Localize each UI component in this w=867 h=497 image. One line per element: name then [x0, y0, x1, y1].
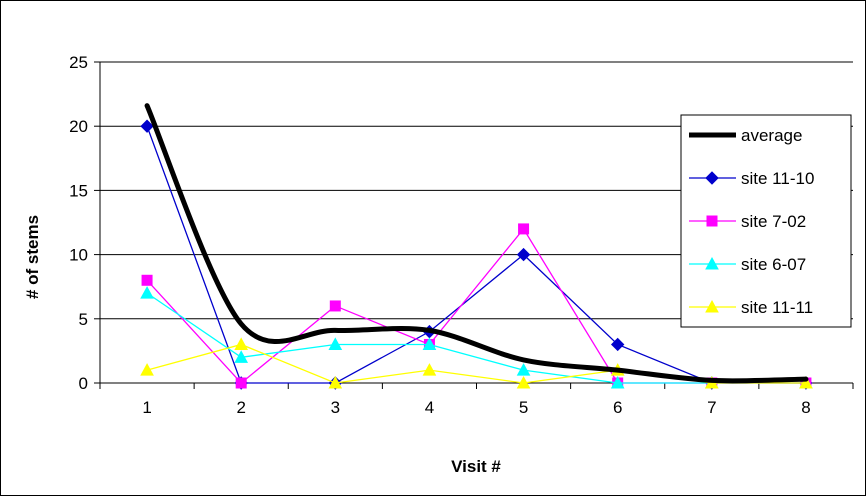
x-tick-label: 1 — [142, 398, 151, 417]
series-line — [146, 125, 806, 384]
data-point — [329, 300, 341, 312]
x-tick-label: 5 — [519, 398, 528, 417]
legend-label: site 6-07 — [741, 255, 806, 274]
data-point — [610, 337, 625, 352]
data-point — [422, 363, 437, 376]
legend-item-average: average — [689, 126, 802, 145]
legend: average site 11-10 site 7-02 site 6-07 site … — [680, 114, 852, 328]
data-point — [799, 375, 813, 389]
y-tick-label: 20 — [69, 117, 88, 136]
series-line — [146, 292, 806, 384]
data-point — [140, 363, 154, 376]
y-tick-label: 15 — [69, 181, 88, 200]
x-tick-label: 4 — [425, 398, 434, 417]
series-line — [144, 103, 809, 384]
x-tick-label: 3 — [331, 398, 340, 417]
y-axis-title: # of stems — [23, 215, 42, 299]
x-tick-label: 6 — [613, 398, 622, 417]
series — [140, 103, 813, 390]
legend-label: site 7-02 — [741, 212, 806, 231]
x-axis-title: Visit # — [451, 457, 501, 476]
legend-marker — [705, 299, 719, 313]
data-point — [235, 377, 247, 389]
data-point — [140, 119, 154, 133]
legend-item-site-7-02: site 7-02 — [689, 212, 806, 231]
data-point — [518, 223, 530, 235]
legend-label: site 11-10 — [741, 169, 814, 188]
y-tick-label: 5 — [79, 310, 88, 329]
legend-item-site-6-07: site 6-07 — [689, 255, 806, 274]
data-point — [610, 375, 625, 389]
data-point — [516, 363, 531, 376]
x-tick-label: 2 — [236, 398, 245, 417]
data-point — [422, 337, 437, 350]
x-tick-label: 8 — [801, 398, 810, 417]
y-tick-label: 10 — [69, 246, 88, 265]
data-point — [234, 350, 249, 363]
y-tick-label: 0 — [79, 374, 88, 393]
data-point — [234, 337, 249, 350]
data-point — [328, 337, 343, 350]
legend-marker — [705, 256, 719, 270]
legend-item-site-11-11: site 11-11 — [689, 298, 813, 317]
legend-marker — [705, 171, 719, 185]
x-tick-label: 7 — [707, 398, 716, 417]
series-average — [144, 103, 809, 384]
data-point — [516, 247, 531, 262]
data-point — [328, 375, 343, 389]
y-tick-label: 25 — [69, 53, 88, 72]
data-point — [516, 375, 531, 389]
legend-marker — [706, 215, 718, 227]
legend-item-site-11-10: site 11-10 — [689, 169, 814, 188]
legend-label: average — [741, 126, 802, 145]
legend-label: site 11-11 — [741, 298, 813, 317]
data-point — [141, 274, 153, 286]
data-point — [140, 286, 154, 299]
